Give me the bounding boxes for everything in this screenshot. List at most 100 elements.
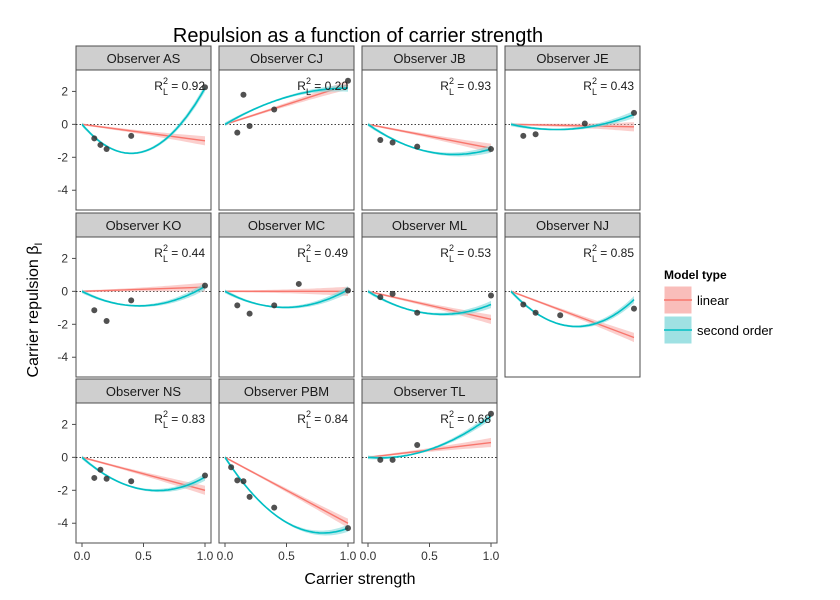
linear-fit-line [367,123,492,149]
r2-annotation: R2 L = 0.84 [297,409,348,430]
panel-content [219,77,354,136]
r2-subscript: L [306,87,311,97]
r2-annotation: R2 L = 0.85 [583,243,634,264]
r2-value: = 0.92 [168,79,205,93]
panel-strip [75,212,212,238]
data-point [488,292,494,299]
quadratic-fit-line [510,113,635,131]
data-point [389,139,396,146]
panel: Observer JE R2 L = 0.43 [504,45,641,211]
r2-symbol: R [440,79,449,93]
quadratic-fit-line [510,290,635,328]
panel-content [362,410,497,463]
quadratic-fit-ribbon [511,110,634,131]
data-point [202,472,208,479]
r2-value: = 0.68 [454,412,491,426]
legend-label: second order [697,323,774,338]
panel: Observer NJ R2 L = 0.85 [504,212,641,378]
r2-subscript: L [592,87,597,97]
legend-entry-linear: linear [663,285,729,315]
data-point [631,109,637,116]
y-tick-label: 2 [61,251,68,265]
r2-symbol: R [154,79,163,93]
y-tick-label: -4 [57,183,68,197]
panel-content [219,280,354,317]
data-point [345,525,351,532]
chart-title: Repulsion as a function of carrier stren… [173,25,543,47]
y-tick-label: -4 [57,516,68,530]
data-point [103,318,110,324]
panel-label: Observer PBM [244,384,329,399]
r2-symbol: R [297,79,306,93]
y-tick-label: 0 [61,284,68,298]
r2-subscript: L [449,254,454,264]
x-tick-label: 0.0 [360,549,377,563]
r2-symbol: R [583,79,592,93]
panel: Observer MC R2 L = 0.49 [218,212,355,378]
quadratic-fit-line [81,285,206,307]
r2-symbol: R [440,412,449,426]
data-point [295,280,302,287]
data-point [240,91,247,98]
data-point [488,410,494,417]
panel-label: Observer NJ [536,218,609,233]
r2-subscript: L [163,420,168,430]
x-tick-label: 1.0 [197,549,214,563]
panel-plot-area [75,236,212,378]
panel-strip [75,45,212,71]
panel-content [362,122,497,157]
data-point [557,312,564,319]
panel-plot-area [361,69,498,211]
linear-fit-line [81,286,206,293]
data-point [91,135,98,142]
data-point [97,141,104,148]
r2-annotation: R2 L = 0.44 [154,243,205,264]
quadratic-fit-line [81,456,206,492]
panel-label: Observer ML [392,218,467,233]
data-point [103,146,110,153]
data-point [91,307,98,314]
y-axis-title-subscript: I [33,243,45,246]
data-point [128,297,135,304]
quadratic-fit-line [367,290,492,316]
panel-content [505,109,640,139]
r2-annotation: R2 L = 0.43 [583,76,634,97]
quadratic-fit-line [224,288,349,309]
data-point [202,84,208,91]
linear-fit-line [81,123,206,142]
r2-superscript: 2 [592,243,597,253]
panel-content [219,455,354,536]
panel: Observer CJ R2 L = 0.20 [218,45,355,211]
x-tick-label: 0.5 [278,549,295,563]
panel-label: Observer TL [393,384,465,399]
y-axis-title-main: Carrier repulsion β [25,246,42,378]
data-point [234,477,241,484]
data-point [532,131,539,138]
r2-subscript: L [163,87,168,97]
x-tick-label: 1.0 [483,549,500,563]
panel-strip [361,212,498,238]
r2-superscript: 2 [306,76,311,86]
r2-value: = 0.20 [311,79,348,93]
panel-strip [361,45,498,71]
panel-content [362,289,497,324]
data-point [414,309,421,316]
data-point [103,475,110,482]
panel: Observer TL R2 L = 0.68 0.0 0.5 1.0 [360,378,500,563]
r2-superscript: 2 [306,409,311,419]
data-point [345,77,351,84]
y-tick-label: -2 [57,150,68,164]
panel: Observer PBM R2 L = 0.84 0.0 0.5 1.0 [217,378,357,563]
quadratic-fit-line [367,415,492,459]
legend-title: Model type [664,268,727,282]
data-point [234,129,241,136]
data-point [91,474,98,481]
data-point [520,132,527,139]
y-tick-label: 2 [61,417,68,431]
r2-value: = 0.53 [454,246,491,260]
panel: Observer ML R2 L = 0.53 [361,212,498,378]
r2-symbol: R [297,246,306,260]
